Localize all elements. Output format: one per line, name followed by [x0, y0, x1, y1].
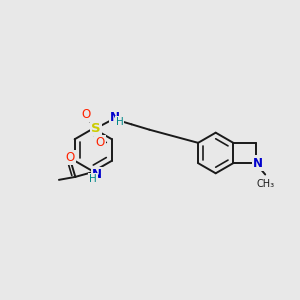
Text: O: O	[95, 136, 104, 149]
Text: N: N	[253, 157, 263, 169]
Text: CH₃: CH₃	[257, 179, 275, 189]
Text: N: N	[92, 168, 102, 181]
Text: O: O	[65, 151, 75, 164]
Text: S: S	[91, 122, 100, 135]
Text: N: N	[110, 111, 120, 124]
Text: H: H	[89, 174, 97, 184]
Text: O: O	[82, 108, 91, 121]
Text: H: H	[116, 117, 123, 127]
